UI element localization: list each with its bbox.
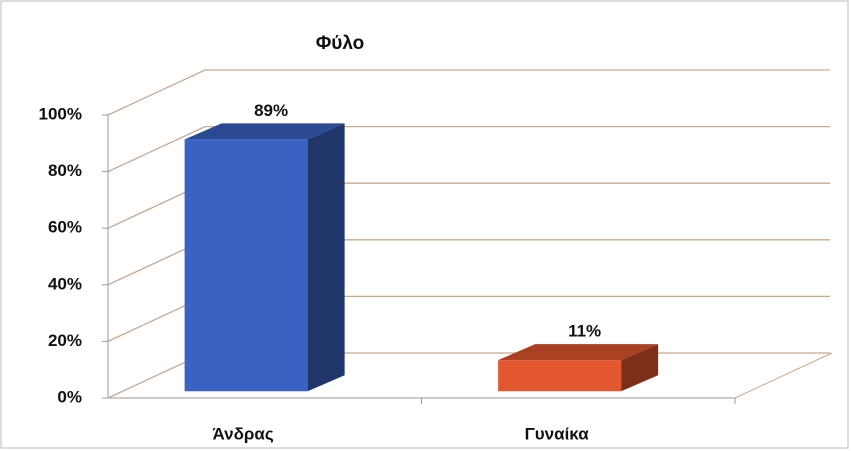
value-label: 11% [568, 322, 601, 341]
bar-side [307, 123, 345, 392]
bar-top [498, 344, 659, 361]
y-tick-label: 20% [48, 331, 82, 350]
grid-line [107, 125, 830, 173]
bar-front [184, 139, 308, 392]
y-tick-label: 100% [39, 104, 82, 123]
x-tick-label: Γυναίκα [525, 424, 590, 443]
x-tick-label: Άνδρας [213, 424, 274, 443]
bar [498, 344, 659, 392]
y-tick-label: 80% [48, 161, 82, 180]
bar-front [498, 360, 622, 392]
grid-line [107, 69, 830, 116]
bar-side [621, 344, 659, 392]
value-label: 89% [254, 101, 288, 120]
y-tick-label: 40% [48, 274, 82, 293]
bar-top [184, 123, 345, 140]
y-tick-label: 0% [57, 387, 82, 406]
bar [184, 123, 345, 392]
y-tick-label: 60% [48, 218, 82, 237]
chart-title: Φύλο [316, 33, 365, 54]
